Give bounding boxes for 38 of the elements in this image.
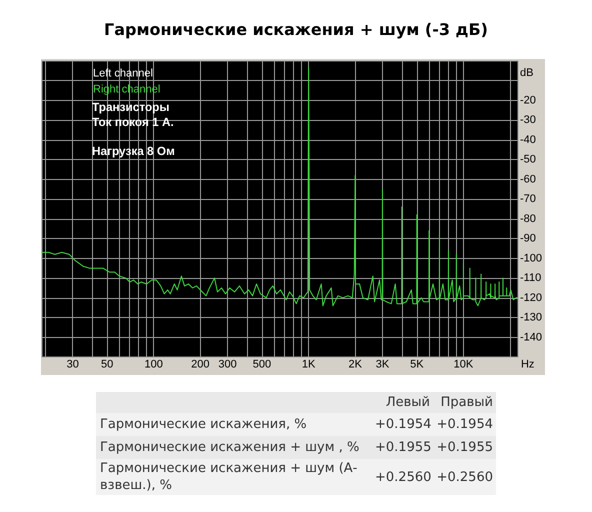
y-tick-label: -120 <box>520 292 542 304</box>
y-tick-label: -80 <box>520 212 536 225</box>
x-axis-title: Hz <box>520 358 534 370</box>
category-label: Гармонические искажения, % <box>100 417 307 432</box>
y-tick-label: -100 <box>520 252 542 264</box>
y-tick-label: -110 <box>520 272 542 284</box>
text: +0.1954 <box>436 416 494 434</box>
y-tick-label: -70 <box>520 193 536 206</box>
y-tick-label: -40 <box>520 134 536 146</box>
x-tick-label: 5K <box>410 358 424 370</box>
x-tick-label: 3K <box>376 358 390 370</box>
chart-title: Гармонические искажения + шум (-3 дБ) <box>103 20 489 39</box>
category-label: Левый <box>384 394 431 412</box>
y-tick-label: -60 <box>520 173 536 186</box>
y-axis-title: dB <box>520 67 534 79</box>
y-tick-label: -130 <box>520 312 542 324</box>
x-tick-label: 100 <box>144 358 163 370</box>
y-tick-label: -50 <box>520 154 536 166</box>
text: +0.1955 <box>374 439 432 457</box>
x-tick-label: 300 <box>218 358 237 370</box>
x-tick-label: 50 <box>100 358 114 370</box>
y-tick-label: -90 <box>520 232 536 245</box>
text: +0.2560 <box>436 468 494 486</box>
category-label: Гармонические искажения + шум (А-взвеш.), % <box>100 461 358 493</box>
x-tick-label: 200 <box>191 358 210 370</box>
x-tick-label: 10K <box>454 358 474 370</box>
y-tick-label: -140 <box>520 331 542 344</box>
y-tick-label: -20 <box>520 94 536 106</box>
x-tick-label: 1K <box>302 358 316 370</box>
x-tick-label: 30 <box>66 358 79 370</box>
text: +0.1955 <box>436 439 494 457</box>
text: +0.2560 <box>374 468 432 486</box>
category-label: Правый <box>440 394 494 412</box>
x-tick-label: 2K <box>348 358 363 370</box>
category-label: Гармонические искажения + шум , % <box>100 440 360 455</box>
x-tick-label: 500 <box>252 358 272 370</box>
y-tick-label: -30 <box>520 114 536 126</box>
text: +0.1954 <box>374 416 432 434</box>
